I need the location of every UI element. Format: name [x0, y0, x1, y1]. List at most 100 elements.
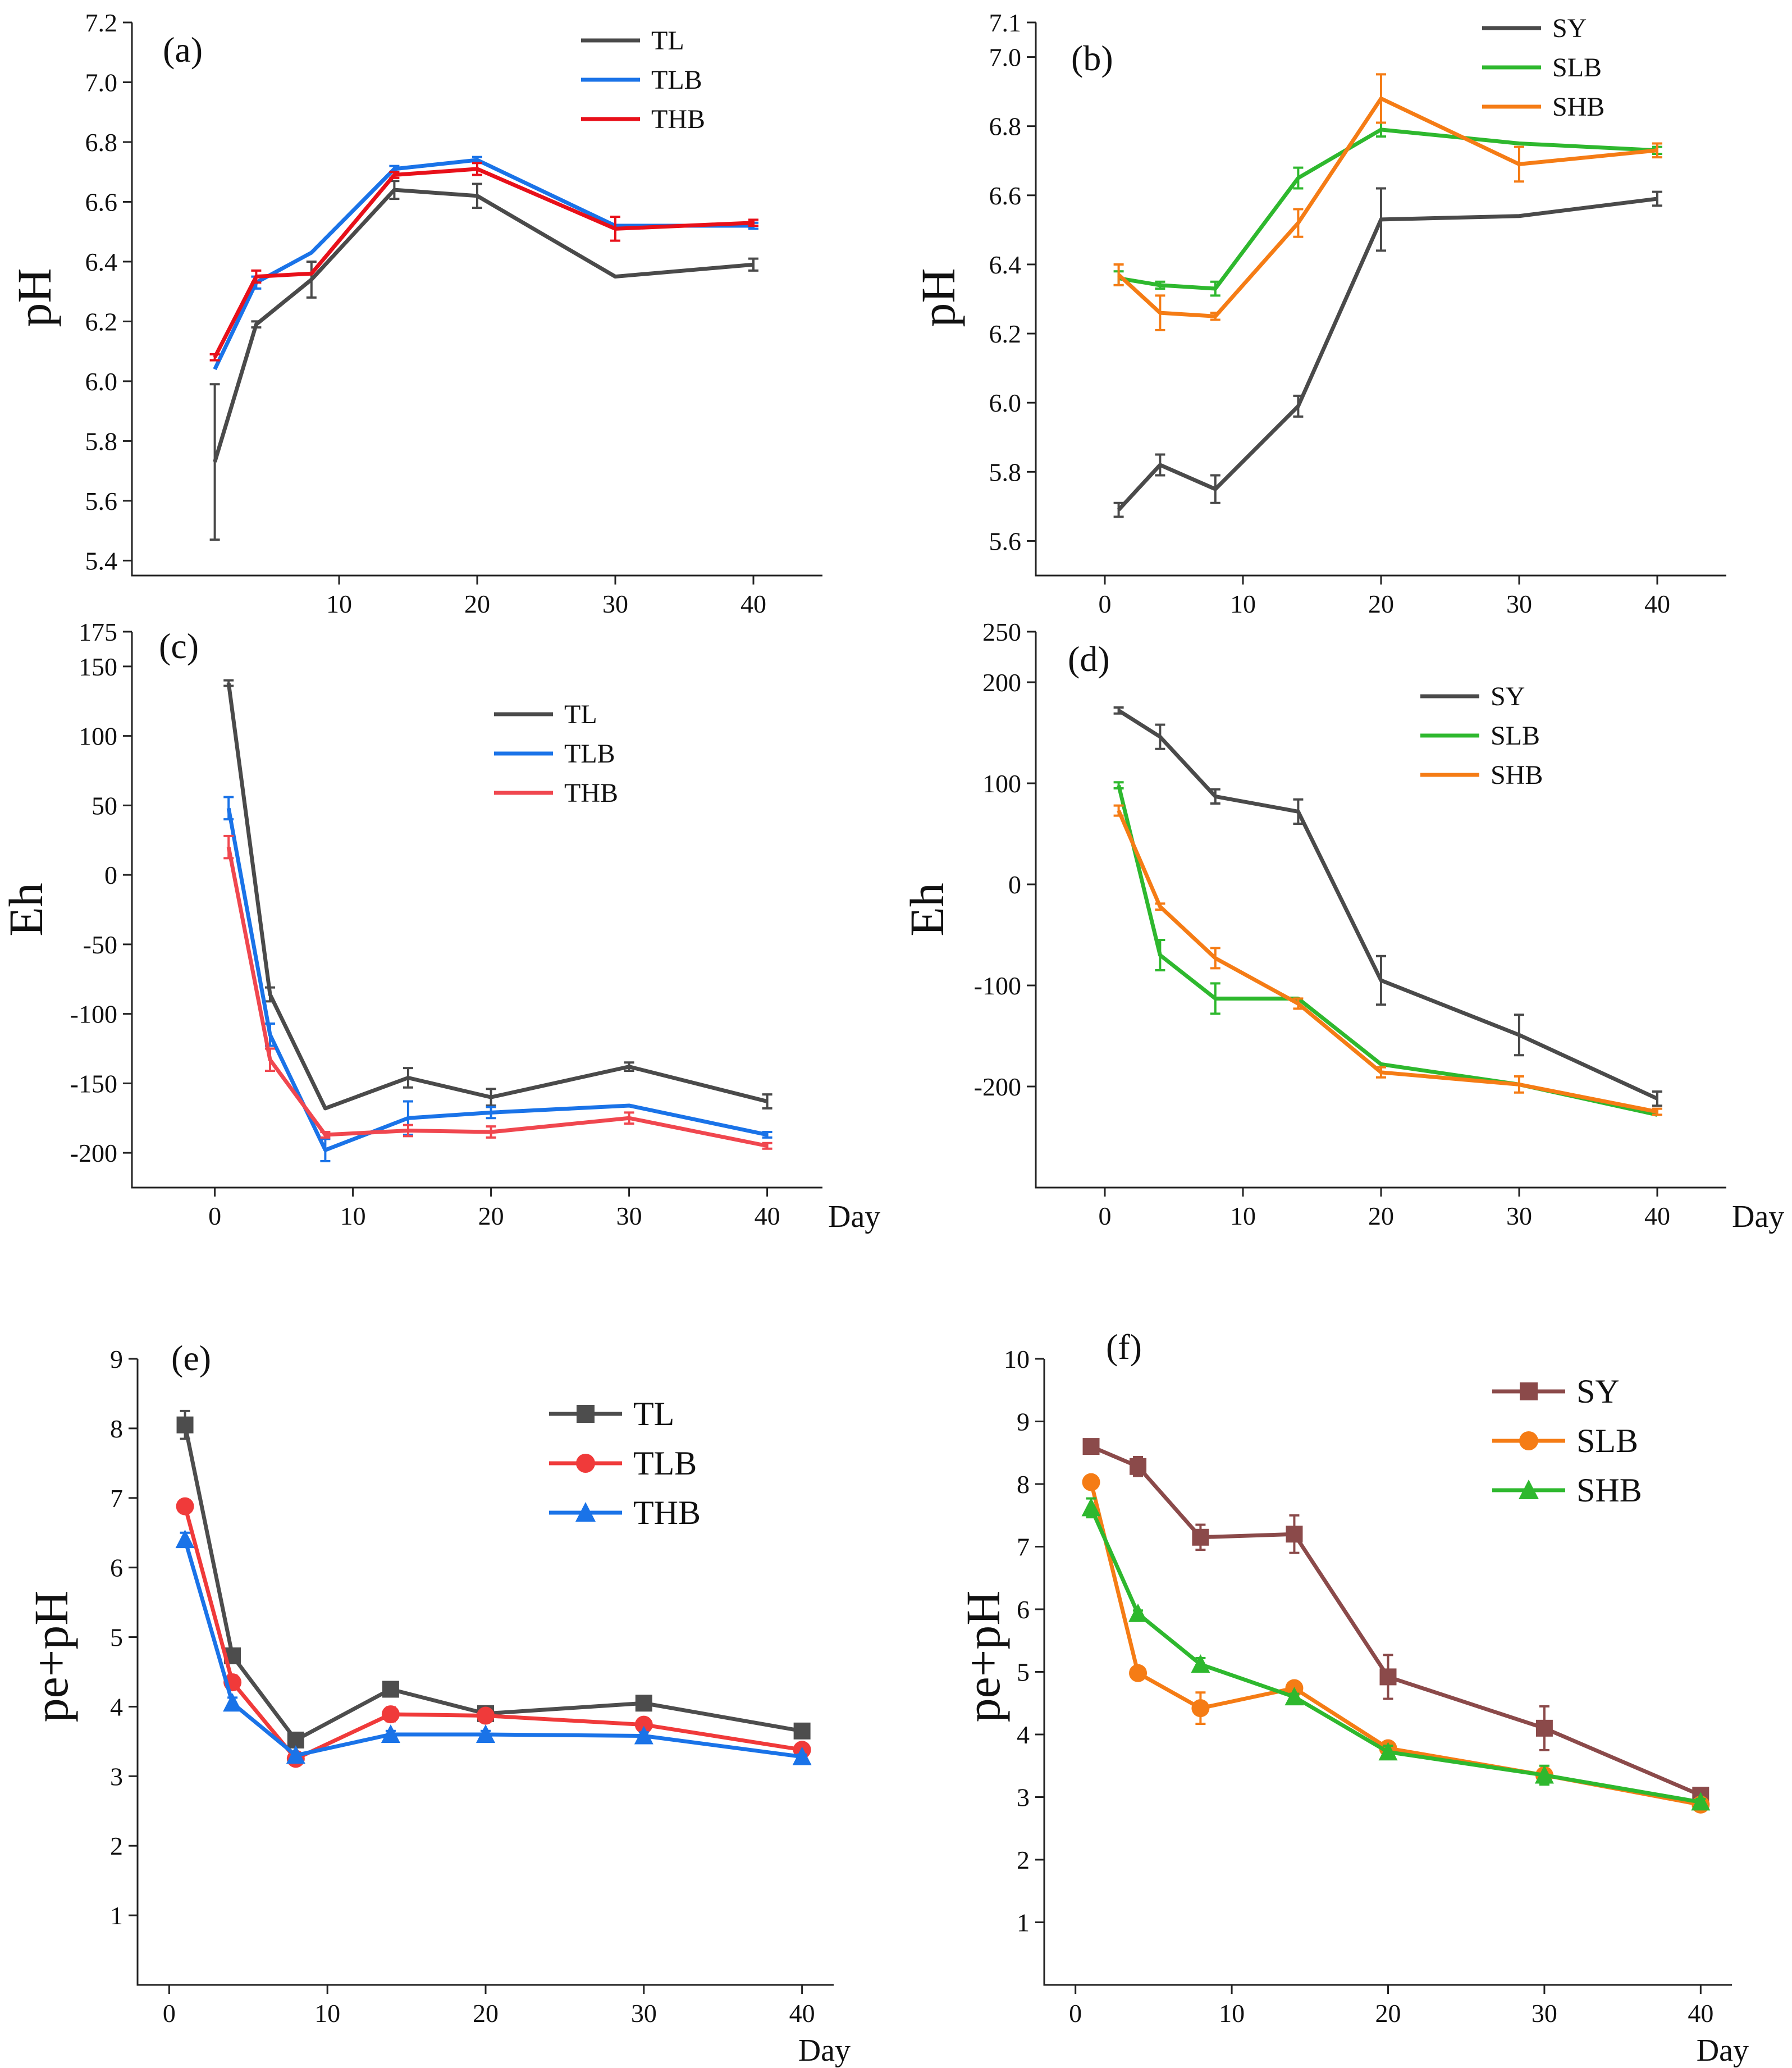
data-point [634, 1715, 653, 1734]
y-tick-label: -200 [974, 1072, 1021, 1101]
series-SY [1113, 706, 1662, 1107]
x-tick-label: 40 [789, 1999, 815, 2028]
legend: SY SLB SHB [1482, 13, 1604, 122]
panel-label: (e) [171, 1338, 211, 1378]
legend-label: SY [1491, 682, 1525, 711]
axis-frame [1035, 632, 1726, 1189]
x-tick-label: 40 [1688, 1999, 1713, 2028]
y-tick-label: 9 [1017, 1408, 1030, 1436]
y-axis-title: pH [911, 268, 965, 327]
x-tick-label: 0 [1099, 590, 1112, 618]
series-SHB [1081, 1497, 1711, 1811]
data-point [635, 1695, 652, 1712]
legend-label: TL [651, 26, 684, 56]
axis-frame [131, 632, 822, 1189]
y-tick-label: 5.8 [989, 458, 1022, 486]
y-tick-label: 6.0 [989, 389, 1022, 417]
x-axis-title: Day [798, 2033, 851, 2068]
data-point [1379, 1668, 1397, 1686]
y-axis-title: pH [7, 268, 61, 327]
legend-label: SLB [1576, 1422, 1638, 1459]
data-point [1081, 1498, 1101, 1517]
y-tick-label: 3 [110, 1762, 123, 1791]
x-tick-label: 20 [1368, 590, 1394, 618]
y-tick-label: 100 [982, 769, 1021, 798]
x-tick-label: 40 [1644, 590, 1670, 618]
data-point [175, 1530, 195, 1549]
y-tick-label: 5.6 [85, 487, 118, 515]
data-point [792, 1746, 812, 1765]
x-tick-label: 20 [473, 1999, 499, 2028]
y-tick-label: 8 [1017, 1470, 1030, 1499]
y-tick-label: 6.8 [85, 128, 118, 157]
legend-label: TLB [633, 1445, 697, 1482]
x-axis-title: Day [1697, 2033, 1749, 2068]
data-point [634, 1725, 653, 1745]
data-point [1378, 1742, 1398, 1761]
legend: SY SLB SHB [1492, 1373, 1642, 1509]
x-tick-label: 10 [314, 1999, 340, 2028]
y-tick-label: 1 [110, 1901, 123, 1930]
y-tick-label: 6.0 [85, 367, 118, 396]
legend-label: TL [564, 700, 597, 729]
chart-panel-a: 10 20 30 40 5.4 5.6 5.8 6.0 6.2 6.4 6.6 6.8 7.0 7.2 pH… [7, 8, 822, 618]
y-tick-label: 5.6 [989, 527, 1022, 555]
panel-label: (f) [1106, 1327, 1142, 1367]
series-THB [209, 162, 758, 362]
series-TL [209, 180, 758, 541]
legend-marker [576, 1454, 595, 1473]
y-tick-label: 175 [79, 618, 117, 646]
x-tick-label: 20 [464, 590, 490, 618]
legend: TL TLB THB [549, 1395, 701, 1531]
series-TL [176, 1409, 811, 1749]
x-tick-label: 10 [1230, 590, 1256, 618]
legend-label: SLB [1552, 53, 1602, 83]
data-point [477, 1706, 495, 1725]
data-point [1535, 1719, 1553, 1737]
x-tick-label: 10 [1219, 1999, 1245, 2028]
x-tick-label: 30 [602, 590, 628, 618]
x-tick-label: 0 [208, 1202, 221, 1230]
y-tick-label: 4 [1017, 1720, 1030, 1749]
series-SY [1082, 1438, 1709, 1804]
y-tick-label: 7.0 [989, 43, 1022, 72]
y-tick-label: 3 [1017, 1783, 1030, 1812]
y-tick-label: 7 [110, 1484, 123, 1513]
series-SY [1113, 187, 1662, 518]
legend-label: SHB [1552, 92, 1604, 122]
y-tick-label: 6.4 [85, 248, 118, 276]
y-tick-label: 6 [110, 1554, 123, 1582]
x-tick-label: 40 [1644, 1202, 1670, 1230]
y-tick-label: 6.6 [989, 181, 1022, 210]
series-TLB [176, 1497, 811, 1768]
data-point [1191, 1654, 1210, 1673]
x-tick-label: 40 [740, 590, 766, 618]
y-tick-label: 7 [1017, 1533, 1030, 1562]
y-tick-label: 0 [1008, 870, 1021, 899]
y-tick-label: 7.2 [85, 8, 118, 37]
data-point [382, 1681, 399, 1698]
y-tick-label: 6.2 [989, 319, 1022, 348]
data-point [286, 1745, 305, 1764]
chart-panel-d: 0 10 20 30 40 -200 -100 0 100 200 250 Eh Day (d) SY SLB… [900, 618, 1784, 1234]
x-tick-label: 10 [340, 1202, 366, 1230]
y-tick-label: 6.8 [989, 112, 1022, 141]
y-tick-label: 5.8 [85, 427, 118, 455]
x-axis-title: Day [828, 1199, 880, 1234]
data-point [1082, 1438, 1100, 1455]
x-tick-label: 10 [326, 590, 352, 618]
data-point [476, 1724, 495, 1743]
legend: SY SLB SHB [1420, 682, 1543, 790]
y-tick-label: 9 [110, 1345, 123, 1373]
axis-frame [131, 22, 822, 577]
y-tick-label: 2 [1017, 1846, 1030, 1874]
y-tick-label: -100 [70, 1000, 117, 1029]
legend-label: SLB [1491, 721, 1540, 751]
x-tick-label: 20 [1375, 1999, 1401, 2028]
series-THB [175, 1530, 812, 1765]
data-point [1691, 1792, 1711, 1811]
x-tick-label: 40 [755, 1202, 780, 1230]
panel-label: (d) [1068, 639, 1110, 679]
x-tick-label: 30 [631, 1999, 657, 2028]
